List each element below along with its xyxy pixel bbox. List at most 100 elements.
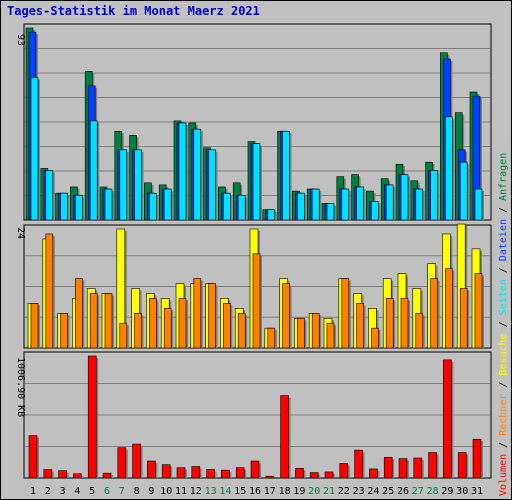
- bar-volumen-day-8: [132, 443, 141, 479]
- legend-besuche: Besuche: [498, 333, 509, 375]
- bar-rechner-day-19: [297, 317, 305, 349]
- legend-separator: /: [498, 376, 509, 394]
- bar-seiten-day-24: [371, 201, 379, 221]
- bar-seiten-day-2: [45, 170, 54, 221]
- bar-seiten-day-25: [385, 184, 394, 221]
- bar-rechner-day-16: [252, 253, 261, 349]
- bar-volumen-day-15: [235, 467, 245, 479]
- bar-volumen-day-31: [472, 438, 482, 479]
- bar-rechner-day-7: [119, 322, 128, 349]
- bar-seiten-day-22: [341, 188, 350, 221]
- bar-volumen-day-16: [250, 460, 260, 479]
- day-label: 18: [279, 486, 291, 497]
- day-label: 14: [219, 486, 231, 497]
- day-label: 9: [148, 486, 154, 497]
- legend: Volumen / Rechner / Besuche / Seiten / D…: [498, 153, 509, 496]
- bar-rechner-day-25: [385, 298, 394, 349]
- day-label: 17: [264, 486, 276, 497]
- bar-volumen-day-24: [369, 468, 378, 479]
- bar-volumen-day-20: [309, 472, 319, 479]
- day-label: 12: [190, 486, 202, 497]
- middle-panel: [23, 223, 492, 349]
- day-label: 23: [353, 486, 365, 497]
- day-label: 20: [308, 486, 320, 497]
- bar-seiten-day-3: [60, 192, 68, 221]
- bar-seiten-day-17: [267, 209, 276, 221]
- day-label: 21: [323, 486, 335, 497]
- top-axis-max-label: 93: [15, 34, 26, 46]
- bar-rechner-day-3: [60, 312, 68, 349]
- bar-volumen-day-7: [117, 447, 127, 479]
- day-label: 2: [45, 486, 51, 497]
- day-label: 6: [104, 486, 110, 497]
- day-label: 1: [30, 486, 36, 497]
- bar-volumen-day-4: [73, 473, 82, 479]
- legend-separator: /: [498, 315, 509, 333]
- bar-seiten-day-30: [459, 161, 468, 221]
- day-label: 25: [382, 486, 394, 497]
- bar-volumen-day-5: [87, 355, 97, 479]
- bar-rechner-day-13: [208, 283, 216, 349]
- bar-rechner-day-18: [282, 283, 290, 349]
- day-label: 24: [367, 486, 379, 497]
- bar-rechner-day-26: [400, 298, 409, 349]
- bar-seiten-day-19: [297, 192, 305, 221]
- bar-volumen-day-3: [58, 470, 67, 479]
- bar-volumen-day-23: [354, 449, 363, 479]
- legend-dateien: Dateien: [498, 219, 509, 261]
- bar-seiten-day-4: [75, 194, 83, 221]
- bar-volumen-day-10: [161, 464, 171, 479]
- day-label: 13: [205, 486, 217, 497]
- day-label: 11: [175, 486, 187, 497]
- bar-volumen-day-9: [147, 460, 156, 479]
- bar-rechner-day-21: [326, 322, 335, 349]
- bar-seiten-day-31: [474, 188, 483, 221]
- legend-anfragen: Anfragen: [498, 153, 509, 201]
- bar-seiten-day-15: [237, 194, 246, 221]
- bar-volumen-day-1: [28, 435, 38, 479]
- bar-seiten-day-28: [430, 170, 438, 221]
- day-label: 28: [427, 486, 439, 497]
- bar-seiten-day-29: [445, 116, 453, 221]
- bar-volumen-day-28: [428, 452, 437, 479]
- bar-seiten-day-12: [193, 128, 202, 221]
- bar-rechner-day-10: [163, 308, 172, 349]
- bar-rechner-day-31: [474, 273, 483, 349]
- bar-volumen-day-30: [457, 452, 467, 479]
- bar-seiten-day-13: [208, 149, 216, 221]
- bar-volumen-day-14: [221, 469, 230, 479]
- bar-rechner-day-1: [30, 303, 39, 349]
- chart-title: Tages-Statistik im Monat Maerz 2021: [7, 4, 260, 18]
- day-label: 7: [119, 486, 125, 497]
- bar-seiten-day-8: [134, 149, 142, 221]
- legend-rechner: Rechner: [498, 394, 509, 436]
- bar-rechner-day-11: [178, 298, 187, 349]
- middle-axis-max-label: 24: [15, 227, 26, 239]
- bar-rechner-day-15: [237, 312, 246, 349]
- bar-volumen-day-12: [191, 466, 201, 479]
- day-label: 10: [160, 486, 172, 497]
- bar-volumen-day-29: [443, 359, 452, 479]
- legend-seiten: Seiten: [498, 279, 509, 315]
- bar-seiten-day-7: [119, 149, 128, 221]
- bar-seiten-day-21: [326, 203, 335, 221]
- bar-volumen-day-19: [295, 468, 304, 479]
- bar-volumen-day-25: [383, 457, 393, 479]
- bar-seiten-day-23: [356, 186, 364, 221]
- day-label: 4: [74, 486, 80, 497]
- day-label: 29: [441, 486, 453, 497]
- legend-separator: /: [498, 261, 509, 279]
- bar-rechner-day-12: [193, 278, 202, 349]
- bar-seiten-day-1: [30, 77, 39, 221]
- bar-seiten-day-10: [163, 188, 172, 221]
- bar-rechner-day-17: [267, 327, 276, 349]
- bar-rechner-day-27: [415, 312, 424, 349]
- bar-seiten-day-5: [89, 120, 98, 221]
- day-label: 5: [89, 486, 95, 497]
- day-label: 15: [234, 486, 246, 497]
- bar-rechner-day-8: [134, 312, 142, 349]
- bar-volumen-day-27: [413, 457, 423, 479]
- day-label: 30: [456, 486, 468, 497]
- bar-volumen-day-18: [280, 395, 289, 479]
